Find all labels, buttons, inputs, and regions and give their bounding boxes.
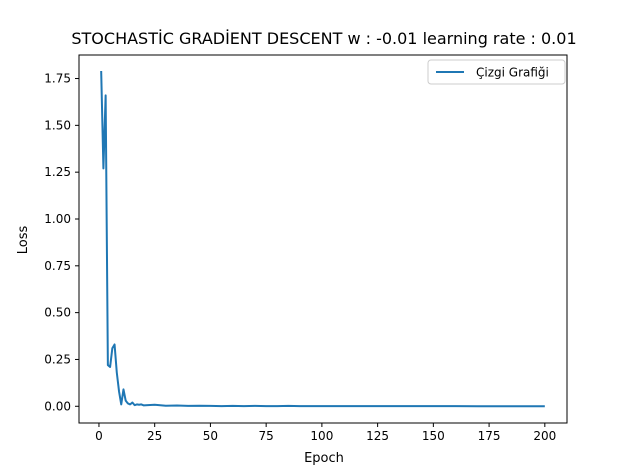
x-tick-label: 175 [478,429,501,443]
chart-title: STOCHASTİC GRADİENT DESCENT w : -0.01 le… [71,29,576,48]
x-tick-label: 150 [422,429,445,443]
y-tick-label: 0.50 [44,306,71,320]
legend: Çizgi Grafiği [427,59,566,85]
x-tick-label: 50 [203,429,218,443]
y-axis-ticks: 0.00 0.25 0.50 0.75 1.00 1.25 1.50 1.75 [44,72,79,413]
y-tick-label: 1.00 [44,212,71,226]
y-tick-label: 0.00 [44,399,71,413]
y-tick-label: 0.75 [44,259,71,273]
x-axis-ticks: 0 25 50 75 100 125 150 175 200 [95,423,556,443]
legend-box [427,59,566,85]
plot-area: 0 25 50 75 100 125 150 175 200 0.00 0.25 0.50 0.75 1… [44,54,568,443]
x-tick-label: 25 [147,429,162,443]
x-tick-label: 100 [310,429,333,443]
plot-frame [78,54,568,424]
series-lines [100,71,545,408]
x-tick-label: 125 [366,429,389,443]
y-tick-label: 1.25 [44,165,71,179]
series-line-0 [100,71,545,408]
x-tick-label: 75 [259,429,274,443]
x-tick-label: 200 [533,429,556,443]
y-axis-label: Loss [16,226,31,255]
y-tick-label: 1.75 [44,72,71,86]
y-tick-label: 1.50 [44,118,71,132]
x-tick-label: 0 [95,429,103,443]
x-axis-label: Epoch [304,451,344,466]
legend-label: Çizgi Grafiği [476,66,549,80]
y-tick-label: 0.25 [44,352,71,366]
